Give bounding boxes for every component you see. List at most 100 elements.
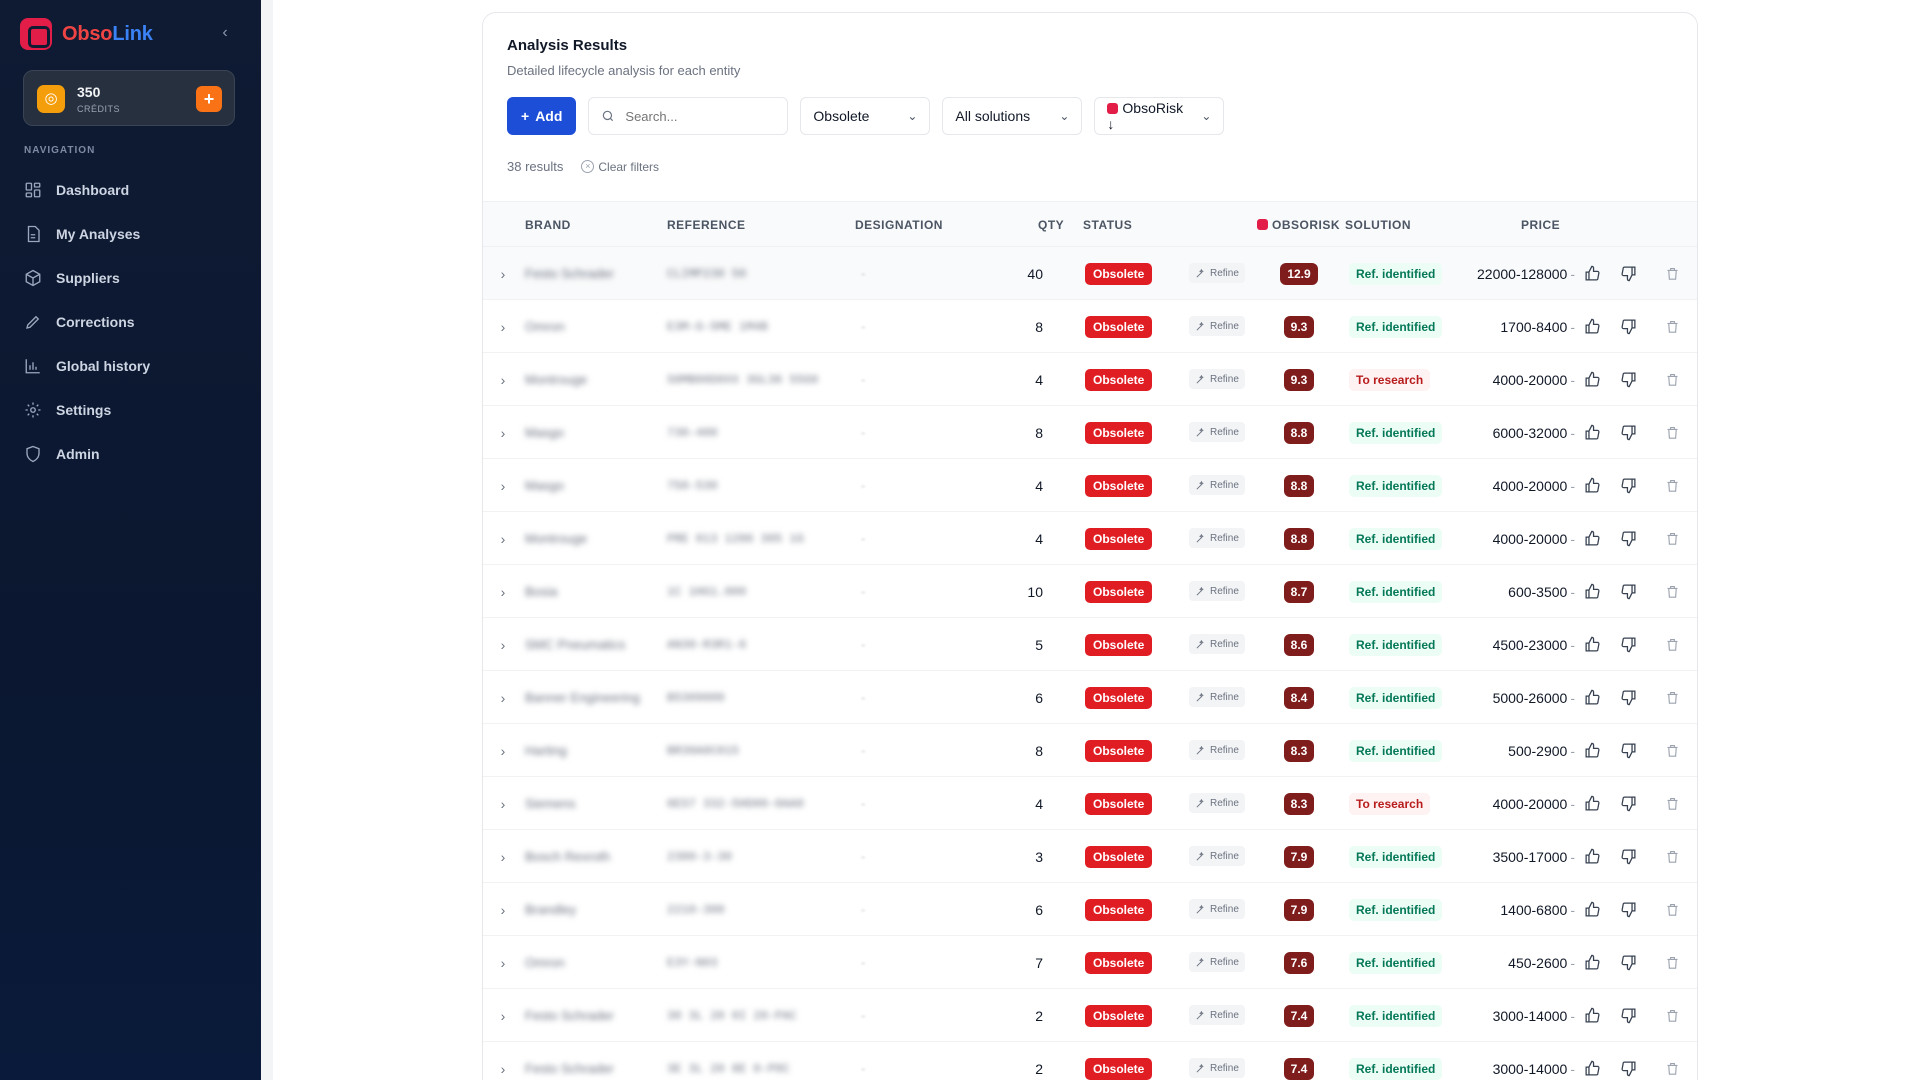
table-row[interactable]: › Omron E3Y-N03 - 7 Obsolete Refine 7.6 Ref. ide… — [483, 936, 1697, 989]
column-header-designation[interactable]: DESIGNATION — [855, 218, 943, 232]
table-row[interactable]: › Banner Engineering B5309000 - 6 Obsolete Ref… — [483, 671, 1697, 724]
column-header-obsorisk-wrap[interactable]: OBSORISK — [1257, 218, 1340, 232]
add-button[interactable]: + Add — [507, 97, 577, 135]
expand-row-button[interactable]: › — [493, 353, 513, 406]
thumbs-up-button[interactable] — [1581, 671, 1603, 724]
nav-item-dashboard[interactable]: Dashboard — [24, 168, 244, 212]
thumbs-up-button[interactable] — [1581, 565, 1603, 618]
thumbs-down-button[interactable] — [1617, 565, 1639, 618]
refine-button[interactable]: Refine — [1189, 952, 1245, 972]
thumbs-down-button[interactable] — [1617, 1042, 1639, 1080]
delete-row-button[interactable] — [1661, 777, 1683, 830]
expand-row-button[interactable]: › — [493, 300, 513, 353]
thumbs-up-button[interactable] — [1581, 618, 1603, 671]
thumbs-down-button[interactable] — [1617, 671, 1639, 724]
refine-button[interactable]: Refine — [1189, 369, 1245, 389]
delete-row-button[interactable] — [1661, 883, 1683, 936]
add-credits-button[interactable]: + — [196, 86, 222, 112]
thumbs-up-button[interactable] — [1581, 883, 1603, 936]
expand-row-button[interactable]: › — [493, 406, 513, 459]
column-header-reference[interactable]: REFERENCE — [667, 218, 746, 232]
delete-row-button[interactable] — [1661, 989, 1683, 1042]
delete-row-button[interactable] — [1661, 459, 1683, 512]
thumbs-down-button[interactable] — [1617, 936, 1639, 989]
thumbs-up-button[interactable] — [1581, 777, 1603, 830]
refine-button[interactable]: Refine — [1189, 528, 1245, 548]
thumbs-down-button[interactable] — [1617, 300, 1639, 353]
delete-row-button[interactable] — [1661, 671, 1683, 724]
sort-select[interactable]: ObsoRisk ↓ ⌄ — [1094, 97, 1225, 135]
thumbs-up-button[interactable] — [1581, 1042, 1603, 1080]
table-row[interactable]: › Siemens 6ES7 332-5HD00-0AA0 - 4 Obsolete Ref… — [483, 777, 1697, 830]
table-row[interactable]: › SMC Pneumatics AN30-R3R1-6 - 5 Obsolete Refi… — [483, 618, 1697, 671]
table-row[interactable]: › Festo Schrader 30 3L 20 0I 20-PAC - 2 Obsol… — [483, 989, 1697, 1042]
refine-button[interactable]: Refine — [1189, 634, 1245, 654]
expand-row-button[interactable]: › — [493, 565, 513, 618]
delete-row-button[interactable] — [1661, 936, 1683, 989]
thumbs-up-button[interactable] — [1581, 512, 1603, 565]
table-row[interactable]: › Brandley 2210-300 - 6 Obsolete Refine 7.9 Ref.… — [483, 883, 1697, 936]
thumbs-down-button[interactable] — [1617, 406, 1639, 459]
expand-row-button[interactable]: › — [493, 883, 513, 936]
table-row[interactable]: › Masgo 730-400 - 8 Obsolete Refine 8.8 Ref. ide… — [483, 406, 1697, 459]
nav-item-corrections[interactable]: Corrections — [24, 300, 244, 344]
expand-row-button[interactable]: › — [493, 1042, 513, 1080]
expand-row-button[interactable]: › — [493, 618, 513, 671]
delete-row-button[interactable] — [1661, 300, 1683, 353]
expand-row-button[interactable]: › — [493, 777, 513, 830]
search-input[interactable] — [625, 108, 776, 124]
status-filter-select[interactable]: Obsolete ⌄ — [800, 97, 931, 135]
nav-item-global-history[interactable]: Global history — [24, 344, 244, 388]
nav-item-my-analyses[interactable]: My Analyses — [24, 212, 244, 256]
column-header-solution[interactable]: SOLUTION — [1345, 218, 1411, 232]
thumbs-up-button[interactable] — [1581, 459, 1603, 512]
thumbs-up-button[interactable] — [1581, 989, 1603, 1042]
table-row[interactable]: › Omron E3M-G-5ME 1M4B - 8 Obsolete Refine 9.3 R… — [483, 300, 1697, 353]
refine-button[interactable]: Refine — [1189, 793, 1245, 813]
expand-row-button[interactable]: › — [493, 247, 513, 300]
delete-row-button[interactable] — [1661, 406, 1683, 459]
table-row[interactable]: › Festo Schrader CLIMP230 50 - 40 Obsolete Ref… — [483, 247, 1697, 300]
table-row[interactable]: › Harting BR30A0C015 - 8 Obsolete Refine 8.3 Ref… — [483, 724, 1697, 777]
thumbs-up-button[interactable] — [1581, 247, 1603, 300]
delete-row-button[interactable] — [1661, 830, 1683, 883]
refine-button[interactable]: Refine — [1189, 316, 1245, 336]
refine-button[interactable]: Refine — [1189, 422, 1245, 442]
delete-row-button[interactable] — [1661, 247, 1683, 300]
column-header-status[interactable]: STATUS — [1083, 218, 1133, 232]
delete-row-button[interactable] — [1661, 1042, 1683, 1080]
expand-row-button[interactable]: › — [493, 830, 513, 883]
refine-button[interactable]: Refine — [1189, 846, 1245, 866]
table-row[interactable]: › Bosch Rexroth 2300-3-30 - 3 Obsolete Refine 7… — [483, 830, 1697, 883]
thumbs-up-button[interactable] — [1581, 830, 1603, 883]
thumbs-down-button[interactable] — [1617, 618, 1639, 671]
brand-logo-link[interactable]: ObsoLink — [20, 18, 153, 50]
refine-button[interactable]: Refine — [1189, 1005, 1245, 1025]
refine-button[interactable]: Refine — [1189, 581, 1245, 601]
thumbs-up-button[interactable] — [1581, 300, 1603, 353]
nav-item-settings[interactable]: Settings — [24, 388, 244, 432]
table-row[interactable]: › Montrouge PRE 013 1286 305 1G - 4 Obsolete R… — [483, 512, 1697, 565]
table-row[interactable]: › Masgo 750-530 - 4 Obsolete Refine 8.8 Ref. ide… — [483, 459, 1697, 512]
delete-row-button[interactable] — [1661, 565, 1683, 618]
column-header-qty[interactable]: QTY — [1038, 218, 1065, 232]
thumbs-up-button[interactable] — [1581, 724, 1603, 777]
thumbs-down-button[interactable] — [1617, 830, 1639, 883]
nav-item-admin[interactable]: Admin — [24, 432, 244, 476]
refine-button[interactable]: Refine — [1189, 740, 1245, 760]
expand-row-button[interactable]: › — [493, 459, 513, 512]
table-row[interactable]: › Montrouge S0MB00D0XX 3GL36 55G9 - 4 Obsolet… — [483, 353, 1697, 406]
delete-row-button[interactable] — [1661, 353, 1683, 406]
expand-row-button[interactable]: › — [493, 512, 513, 565]
refine-button[interactable]: Refine — [1189, 1058, 1245, 1078]
refine-button[interactable]: Refine — [1189, 475, 1245, 495]
nav-item-suppliers[interactable]: Suppliers — [24, 256, 244, 300]
thumbs-down-button[interactable] — [1617, 989, 1639, 1042]
thumbs-down-button[interactable] — [1617, 512, 1639, 565]
expand-row-button[interactable]: › — [493, 671, 513, 724]
expand-row-button[interactable]: › — [493, 936, 513, 989]
delete-row-button[interactable] — [1661, 618, 1683, 671]
thumbs-up-button[interactable] — [1581, 936, 1603, 989]
column-header-brand[interactable]: BRAND — [525, 218, 571, 232]
table-row[interactable]: › Bosia 1C 1HG1.000 - 10 Obsolete Refine 8.7 Ref… — [483, 565, 1697, 618]
